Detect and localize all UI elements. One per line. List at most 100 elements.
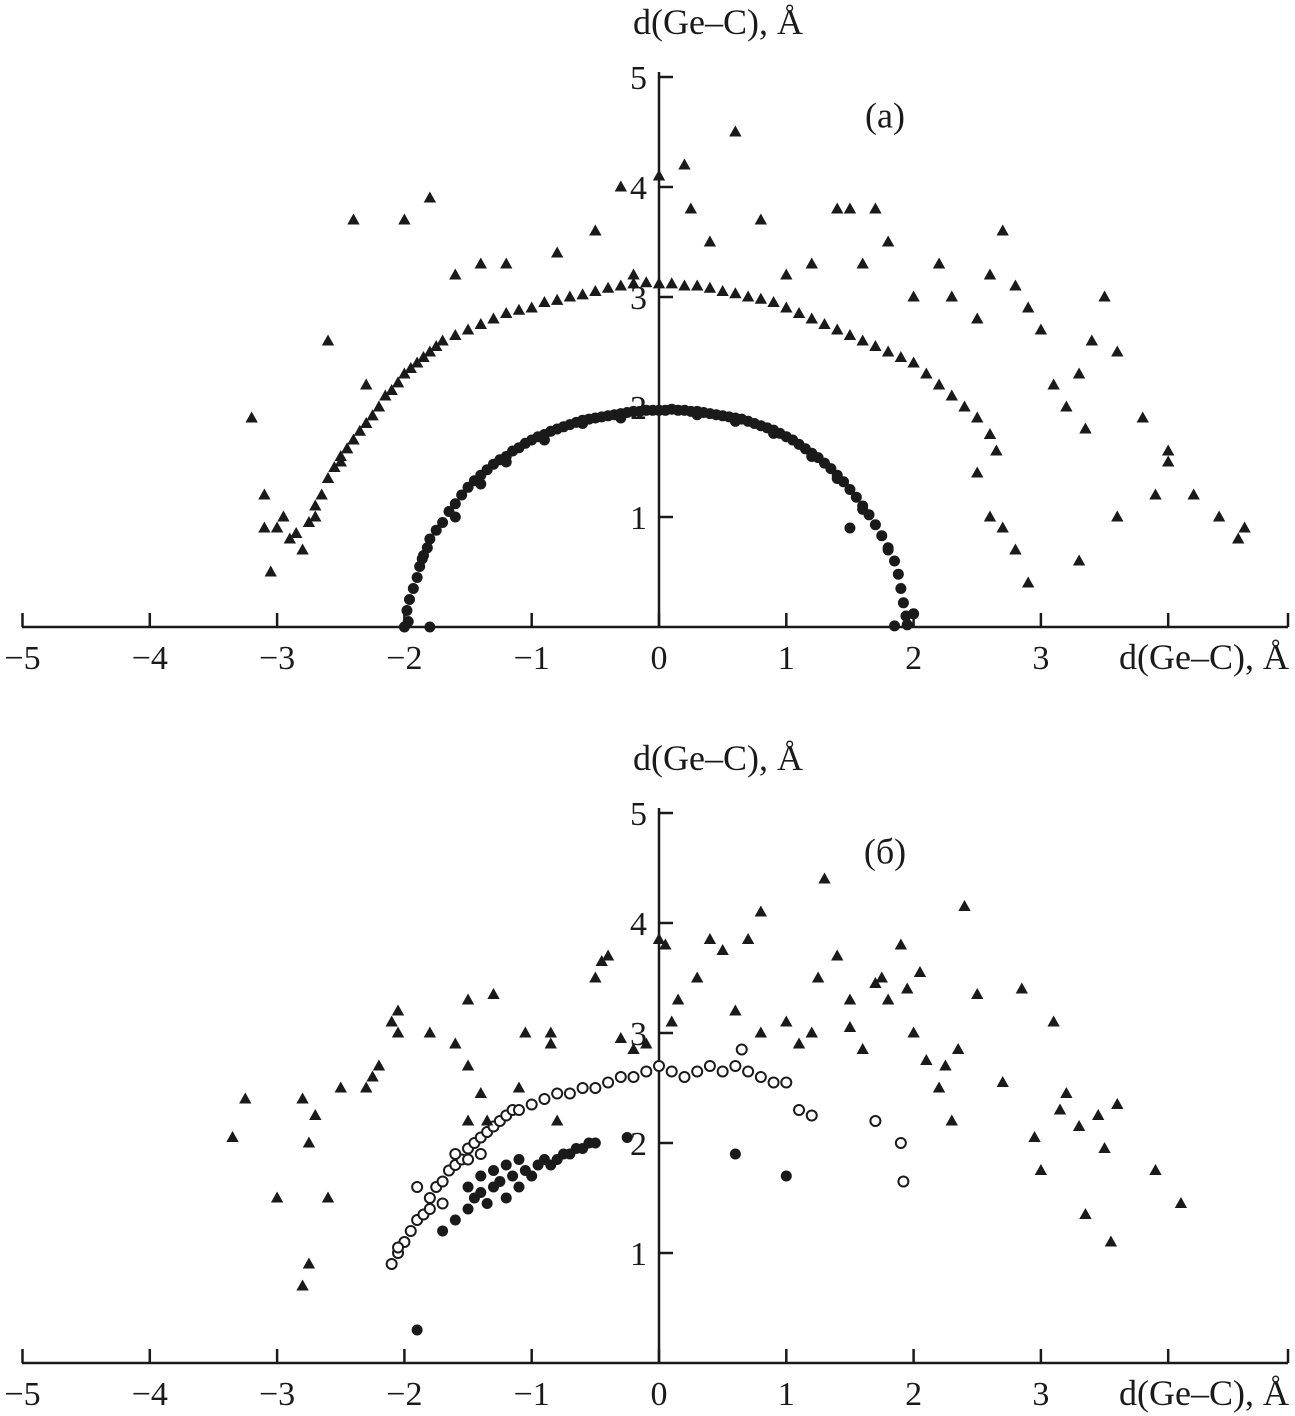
y-tick-label: 5 — [630, 60, 647, 97]
data-point-triangle — [372, 1059, 386, 1071]
data-point-open-circle — [767, 1076, 780, 1089]
x-tick-label: −4 — [132, 1376, 168, 1413]
data-point-triangle — [1111, 510, 1124, 522]
data-point-triangle — [309, 499, 322, 511]
data-point-circle — [411, 1324, 423, 1336]
data-point-circle — [456, 489, 468, 501]
data-point-triangle — [391, 376, 405, 388]
data-point-circle — [615, 412, 627, 424]
data-point-open-circle — [436, 1175, 449, 1188]
data-point-triangle — [563, 290, 577, 302]
data-point-circle — [500, 456, 512, 468]
data-point-triangle — [525, 301, 538, 313]
data-point-circle — [494, 1176, 506, 1187]
data-point-open-circle — [640, 1065, 653, 1078]
data-point-triangle — [360, 1081, 373, 1093]
data-point-triangle — [1162, 455, 1175, 467]
data-point-open-circle — [462, 1153, 475, 1166]
data-point-triangle — [315, 488, 328, 500]
data-point-triangle — [226, 1131, 239, 1143]
x-tick-label: −5 — [4, 1376, 40, 1413]
data-point-triangle — [843, 202, 857, 214]
data-point-triangle — [652, 933, 666, 945]
data-point-triangle — [430, 340, 443, 352]
x-tick-label: 3 — [1032, 640, 1049, 677]
series-filled-triangle — [226, 872, 1188, 1291]
data-point-open-circle — [602, 1076, 615, 1089]
data-point-triangle — [270, 1191, 284, 1203]
data-point-open-circle — [423, 1192, 436, 1204]
data-point-circle — [437, 517, 449, 528]
data-point-circle — [526, 1170, 538, 1182]
data-point-triangle — [1162, 444, 1175, 456]
data-point-circle — [500, 1159, 512, 1171]
series-filled-circle — [398, 403, 920, 633]
data-point-triangle — [983, 510, 997, 522]
x-tick-label: 1 — [778, 640, 795, 677]
data-point-triangle — [932, 257, 946, 269]
data-point-triangle — [290, 527, 303, 539]
data-point-triangle — [780, 1015, 793, 1027]
x-tick-label: −2 — [386, 1376, 422, 1413]
data-point-triangle — [958, 900, 971, 912]
data-point-open-circle — [589, 1082, 602, 1094]
data-point-triangle — [1021, 576, 1035, 588]
data-point-circle — [621, 1132, 633, 1143]
x-tick-label: −1 — [514, 640, 550, 677]
data-point-triangle — [1060, 1087, 1073, 1099]
data-point-triangle — [1149, 488, 1162, 500]
data-point-triangle — [1098, 290, 1111, 302]
data-point-triangle — [258, 488, 271, 500]
panel-label: (а) — [865, 96, 905, 136]
data-point-triangle — [1047, 378, 1060, 390]
data-point-triangle — [1174, 1197, 1188, 1209]
data-point-triangle — [754, 1026, 768, 1038]
data-point-triangle — [601, 281, 615, 293]
data-point-triangle — [945, 290, 958, 302]
data-point-triangle — [334, 455, 347, 467]
data-point-triangle — [340, 442, 354, 454]
data-point-triangle — [366, 1070, 379, 1082]
data-point-triangle — [659, 938, 672, 950]
data-point-triangle — [792, 307, 806, 319]
data-point-triangle — [805, 312, 818, 324]
data-point-circle — [398, 621, 410, 633]
data-point-triangle — [360, 417, 373, 429]
data-point-triangle — [461, 1059, 475, 1071]
y-tick-label: 4 — [630, 906, 647, 943]
data-point-triangle — [691, 279, 704, 291]
data-point-open-circle — [525, 1098, 538, 1111]
data-point-circle — [449, 1214, 461, 1226]
data-point-triangle — [729, 1004, 742, 1016]
data-point-triangle — [1098, 1142, 1111, 1154]
data-point-triangle — [729, 125, 742, 137]
data-point-triangle — [512, 1081, 526, 1093]
data-point-open-circle — [716, 1065, 729, 1078]
data-point-triangle — [550, 1114, 564, 1126]
data-point-open-circle — [563, 1087, 576, 1100]
data-point-triangle — [971, 988, 984, 1000]
data-point-triangle — [767, 296, 780, 308]
data-point-triangle — [1072, 1120, 1086, 1132]
data-point-triangle — [258, 521, 271, 533]
data-point-triangle — [913, 966, 927, 978]
data-point-circle — [513, 1154, 525, 1165]
x-tick-label: −5 — [4, 640, 40, 677]
data-point-circle — [500, 1192, 512, 1204]
data-point-open-circle — [653, 1060, 665, 1072]
data-point-circle — [806, 451, 818, 462]
data-point-triangle — [678, 158, 691, 170]
data-point-triangle — [894, 938, 908, 950]
data-point-triangle — [1072, 367, 1086, 379]
data-point-triangle — [856, 334, 869, 346]
data-point-triangle — [1232, 532, 1245, 544]
data-point-circle — [507, 1170, 519, 1182]
data-point-triangle — [869, 340, 882, 352]
data-point-triangle — [1015, 982, 1028, 994]
data-point-triangle — [678, 279, 691, 291]
data-point-triangle — [703, 281, 717, 293]
data-point-circle — [475, 478, 487, 490]
data-point-triangle — [321, 1191, 335, 1203]
